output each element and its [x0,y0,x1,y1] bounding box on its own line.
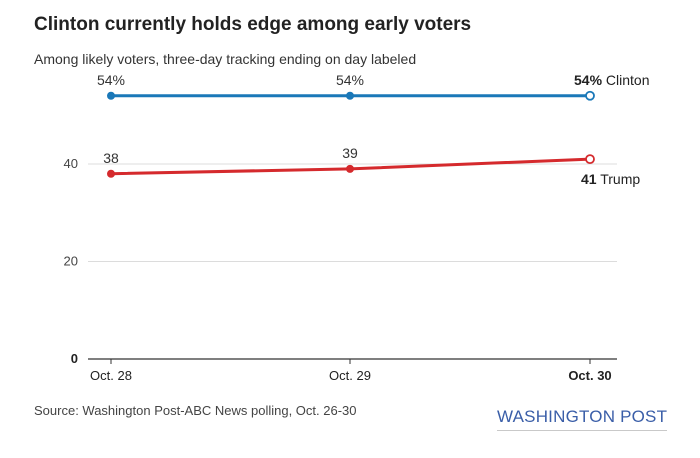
trump-point-2 [585,154,595,165]
clinton-end-label: 54% Clinton [574,72,650,88]
trump-data-label-0: 38 [103,150,119,166]
y-tick-label-40: 40 [64,156,78,171]
trump-end-value: 41 [581,171,597,187]
washington-post-logo: WASHINGTON POST [497,407,668,431]
clinton-end-value: 54% [574,72,603,88]
x-tick-label-2: Oct. 30 [568,368,611,383]
clinton-legend-name: Clinton [602,72,649,88]
y-tick-label-0: 0 [71,351,78,366]
x-tick-label-1: Oct. 29 [329,368,371,383]
chart-subtitle: Among likely voters, three-day tracking … [34,51,417,67]
y-tick-label-20: 20 [64,254,78,269]
source-note: Source: Washington Post-ABC News polling… [34,403,357,418]
x-tick-label-0: Oct. 28 [90,368,132,383]
trump-legend-name: Trump [597,171,641,187]
trump-point-0 [107,169,115,178]
trump-data-label-1: 39 [342,145,358,161]
clinton-point-2 [585,90,595,101]
clinton-data-label-1: 54% [336,72,364,88]
clinton-point-1 [346,91,354,100]
clinton-data-label-0: 54% [97,72,125,88]
clinton-point-0 [107,91,115,100]
trump-point-1 [346,164,354,173]
chart-title: Clinton currently holds edge among early… [34,14,472,35]
trump-end-label: 41 Trump [581,171,640,187]
